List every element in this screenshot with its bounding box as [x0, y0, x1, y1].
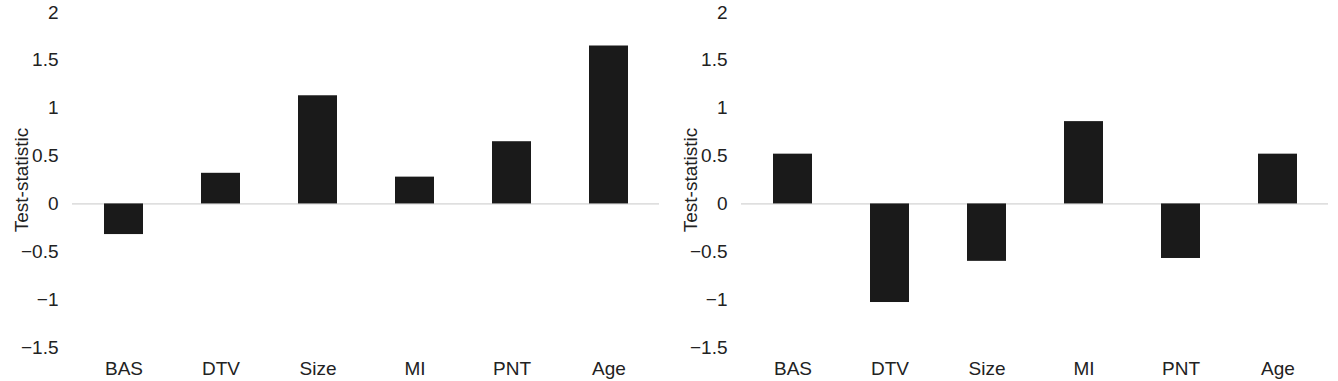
svg-text:DTV: DTV — [202, 358, 240, 379]
svg-text:Test-statistic: Test-statistic — [11, 128, 32, 233]
svg-text:−1.5: −1.5 — [690, 337, 728, 358]
svg-text:Age: Age — [1261, 358, 1295, 379]
svg-text:Size: Size — [969, 358, 1006, 379]
svg-text:−0.5: −0.5 — [21, 241, 59, 262]
svg-text:Size: Size — [300, 358, 337, 379]
svg-text:−1: −1 — [37, 289, 59, 310]
svg-text:0: 0 — [48, 193, 59, 214]
svg-text:2: 2 — [48, 2, 59, 23]
svg-text:1.5: 1.5 — [701, 49, 727, 70]
svg-text:−1.5: −1.5 — [21, 337, 59, 358]
svg-text:0: 0 — [717, 193, 728, 214]
svg-text:Age: Age — [592, 358, 626, 379]
svg-text:2: 2 — [717, 2, 728, 23]
svg-text:0.5: 0.5 — [32, 145, 58, 166]
svg-text:1.5: 1.5 — [32, 49, 58, 70]
svg-text:−1: −1 — [706, 289, 728, 310]
svg-text:MI: MI — [1073, 358, 1094, 379]
svg-text:Test-statistic: Test-statistic — [680, 128, 701, 233]
svg-text:−0.5: −0.5 — [690, 241, 728, 262]
svg-text:MI: MI — [404, 358, 425, 379]
svg-text:1: 1 — [717, 97, 728, 118]
svg-text:PNT: PNT — [1162, 358, 1200, 379]
svg-text:PNT: PNT — [493, 358, 531, 379]
svg-text:1: 1 — [48, 97, 59, 118]
svg-text:0.5: 0.5 — [701, 145, 727, 166]
svg-text:BAS: BAS — [105, 358, 143, 379]
svg-text:BAS: BAS — [774, 358, 812, 379]
svg-text:DTV: DTV — [871, 358, 909, 379]
